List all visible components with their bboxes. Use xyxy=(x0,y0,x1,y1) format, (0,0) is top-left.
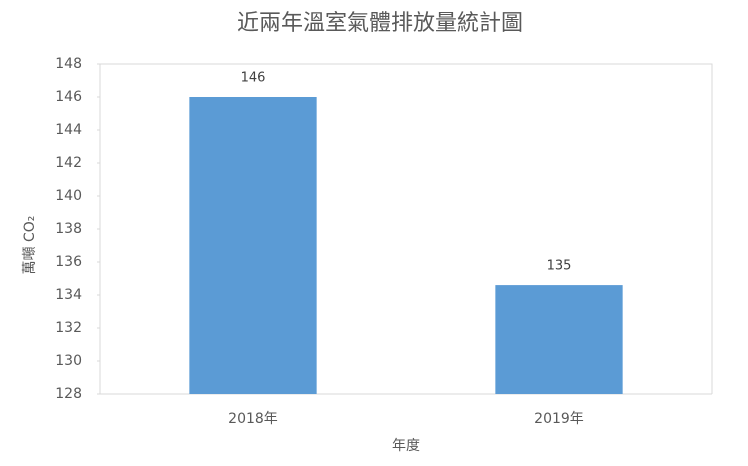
y-tick-label: 142 xyxy=(55,155,82,171)
x-tick-label: 2018年 xyxy=(228,411,278,427)
x-axis-label: 年度 xyxy=(392,438,420,454)
y-tick-label: 136 xyxy=(55,254,82,270)
bar xyxy=(495,285,623,394)
y-tick-label: 128 xyxy=(55,386,82,402)
value-label: 146 xyxy=(241,71,266,86)
chart-title: 近兩年溫室氣體排放量統計圖 xyxy=(237,11,523,36)
y-tick-label: 140 xyxy=(55,188,82,204)
y-tick-label: 144 xyxy=(55,122,82,138)
value-label: 135 xyxy=(547,259,572,274)
y-tick-label: 138 xyxy=(55,221,82,237)
y-tick-label: 148 xyxy=(55,56,82,72)
y-axis-label: 萬噸 CO₂ xyxy=(22,216,38,275)
y-tick-label: 132 xyxy=(55,320,82,336)
bar xyxy=(189,97,317,394)
x-tick-label: 2019年 xyxy=(534,411,584,427)
y-tick-label: 146 xyxy=(55,89,82,105)
y-tick-label: 134 xyxy=(55,287,82,303)
y-tick-label: 130 xyxy=(55,353,82,369)
